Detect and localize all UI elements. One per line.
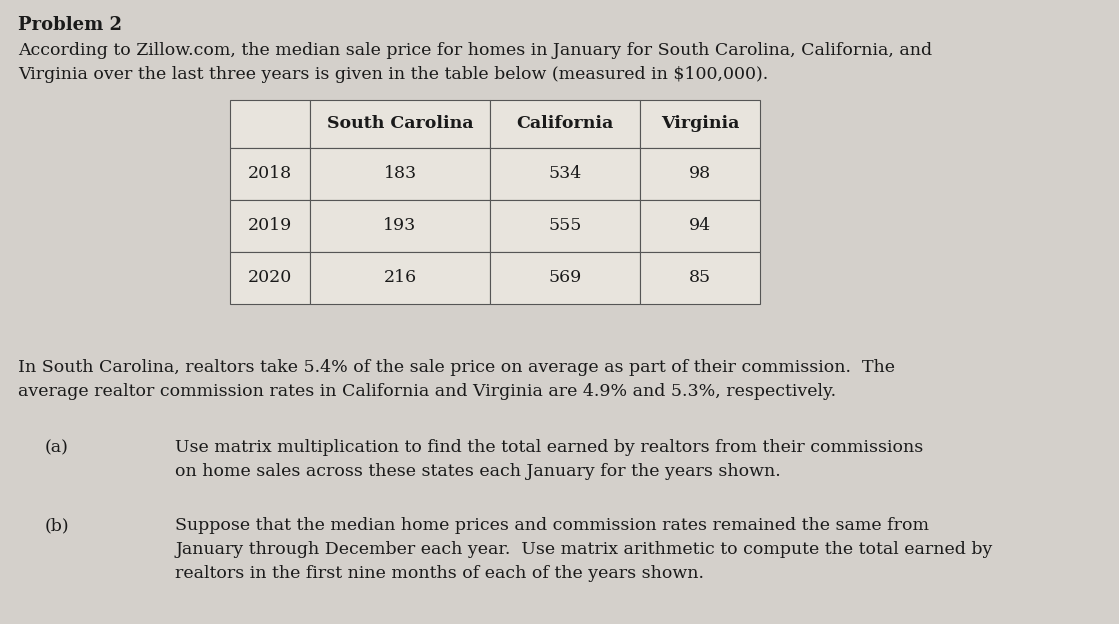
Bar <box>490 252 640 304</box>
Bar <box>310 252 490 304</box>
Bar <box>231 148 310 200</box>
Bar <box>640 148 760 200</box>
Text: Virginia: Virginia <box>661 115 740 132</box>
Bar <box>231 252 310 304</box>
Text: 183: 183 <box>384 165 416 182</box>
Bar <box>640 252 760 304</box>
Bar <box>310 100 490 148</box>
Text: 193: 193 <box>384 218 416 235</box>
Text: 534: 534 <box>548 165 582 182</box>
Bar <box>490 148 640 200</box>
Text: 85: 85 <box>689 270 711 286</box>
Text: Use matrix multiplication to find the total earned by realtors from their commis: Use matrix multiplication to find the to… <box>175 439 923 480</box>
Bar <box>231 100 310 148</box>
Bar <box>310 200 490 252</box>
Bar <box>310 148 490 200</box>
Text: 2019: 2019 <box>248 218 292 235</box>
Text: California: California <box>516 115 613 132</box>
Text: South Carolina: South Carolina <box>327 115 473 132</box>
Text: 2020: 2020 <box>248 270 292 286</box>
Text: 555: 555 <box>548 218 582 235</box>
Bar <box>640 200 760 252</box>
Text: 216: 216 <box>384 270 416 286</box>
Text: According to Zillow.com, the median sale price for homes in January for South Ca: According to Zillow.com, the median sale… <box>18 42 932 83</box>
Text: In South Carolina, realtors take 5.4% of the sale price on average as part of th: In South Carolina, realtors take 5.4% of… <box>18 359 895 400</box>
Text: 569: 569 <box>548 270 582 286</box>
Text: (a): (a) <box>45 439 69 456</box>
Bar <box>490 100 640 148</box>
Text: 2018: 2018 <box>248 165 292 182</box>
Text: 98: 98 <box>689 165 711 182</box>
Bar <box>231 200 310 252</box>
Bar <box>490 200 640 252</box>
Bar <box>640 100 760 148</box>
Text: (b): (b) <box>45 517 69 534</box>
Text: Problem 2: Problem 2 <box>18 16 122 34</box>
Text: 94: 94 <box>689 218 711 235</box>
Text: Suppose that the median home prices and commission rates remained the same from
: Suppose that the median home prices and … <box>175 517 993 582</box>
